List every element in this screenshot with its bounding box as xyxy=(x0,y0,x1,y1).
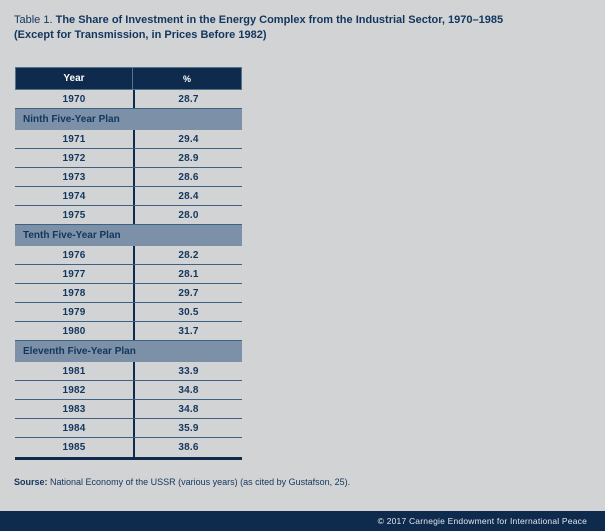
table-row: 1976 28.2 xyxy=(15,246,242,265)
percent-cell: 28.0 xyxy=(133,206,242,224)
source-label: Sourse: xyxy=(14,477,48,487)
year-cell: 1974 xyxy=(62,190,86,202)
percent-cell: 28.9 xyxy=(133,149,242,167)
year-cell: 1971 xyxy=(62,133,86,145)
table-row: 1983 34.8 xyxy=(15,400,242,419)
year-cell: 1976 xyxy=(62,249,86,261)
year-cell: 1984 xyxy=(62,422,86,434)
year-cell: 1981 xyxy=(62,365,86,377)
year-column-header: Year xyxy=(16,68,133,89)
table-row: 1977 28.1 xyxy=(15,265,242,284)
section-row: Eleventh Five-Year Plan xyxy=(15,341,242,362)
table-title-line1: The Share of Investment in the Energy Co… xyxy=(55,14,504,26)
percent-cell: 30.5 xyxy=(133,303,242,321)
footer-bar: © 2017 Carnegie Endowment for Internatio… xyxy=(0,511,605,531)
table-row: 1984 35.9 xyxy=(15,419,242,438)
year-cell: 1982 xyxy=(62,384,86,396)
table-row: 1981 33.9 xyxy=(15,362,242,381)
year-cell: 1975 xyxy=(62,209,86,221)
percent-cell: 34.8 xyxy=(133,400,242,418)
percent-cell: 35.9 xyxy=(133,419,242,437)
table-row: 1982 34.8 xyxy=(15,381,242,400)
percent-cell: 28.6 xyxy=(133,168,242,186)
table-row: 1978 29.7 xyxy=(15,284,242,303)
year-cell: 1977 xyxy=(62,268,86,280)
table-row: 1979 30.5 xyxy=(15,303,242,322)
table-row: 1975 28.0 xyxy=(15,206,242,225)
percent-cell: 28.1 xyxy=(133,265,242,283)
section-row: Ninth Five-Year Plan xyxy=(15,109,242,130)
year-cell: 1970 xyxy=(62,93,86,105)
year-cell: 1985 xyxy=(62,442,86,453)
table-header-row: Year % xyxy=(15,67,242,90)
year-cell: 1972 xyxy=(62,152,86,164)
table-row: 1971 29.4 xyxy=(15,130,242,149)
percent-cell: 28.4 xyxy=(133,187,242,205)
investment-share-table: Year % 1970 28.7 Ninth Five-Year Plan 1971 2… xyxy=(15,67,242,460)
year-cell: 1979 xyxy=(62,306,86,318)
percent-column-header: % xyxy=(182,73,191,84)
table-row: 1985 38.6 xyxy=(15,438,242,457)
percent-cell: 29.4 xyxy=(133,130,242,148)
copyright-text: © 2017 Carnegie Endowment for Internatio… xyxy=(377,516,587,526)
year-cell: 1978 xyxy=(62,287,86,299)
table-title-label: Table 1. xyxy=(14,14,53,26)
source-note: Sourse: National Economy of the USSR (va… xyxy=(14,477,350,487)
source-text: National Economy of the USSR (various ye… xyxy=(50,477,351,487)
percent-cell: 29.7 xyxy=(133,284,242,302)
table-row: 1974 28.4 xyxy=(15,187,242,206)
table-row: 1973 28.6 xyxy=(15,168,242,187)
table-body: 1970 28.7 Ninth Five-Year Plan 1971 29.4 1972… xyxy=(15,90,242,460)
section-row: Tenth Five-Year Plan xyxy=(15,225,242,246)
table-title-line2: (Except for Transmission, in Prices Befo… xyxy=(14,29,267,41)
percent-cell: 28.2 xyxy=(133,246,242,264)
year-cell: 1983 xyxy=(62,403,86,415)
percent-cell: 38.6 xyxy=(133,438,242,457)
table-row: 1980 31.7 xyxy=(15,322,242,341)
table-row: 1972 28.9 xyxy=(15,149,242,168)
percent-cell: 28.7 xyxy=(133,90,242,108)
percent-cell: 33.9 xyxy=(133,362,242,380)
table-row: 1970 28.7 xyxy=(15,90,242,109)
table-title: Table 1. The Share of Investment in the … xyxy=(14,13,596,43)
year-cell: 1973 xyxy=(62,171,86,183)
percent-cell: 31.7 xyxy=(133,322,242,340)
percent-cell: 34.8 xyxy=(133,381,242,399)
year-cell: 1980 xyxy=(62,325,86,337)
